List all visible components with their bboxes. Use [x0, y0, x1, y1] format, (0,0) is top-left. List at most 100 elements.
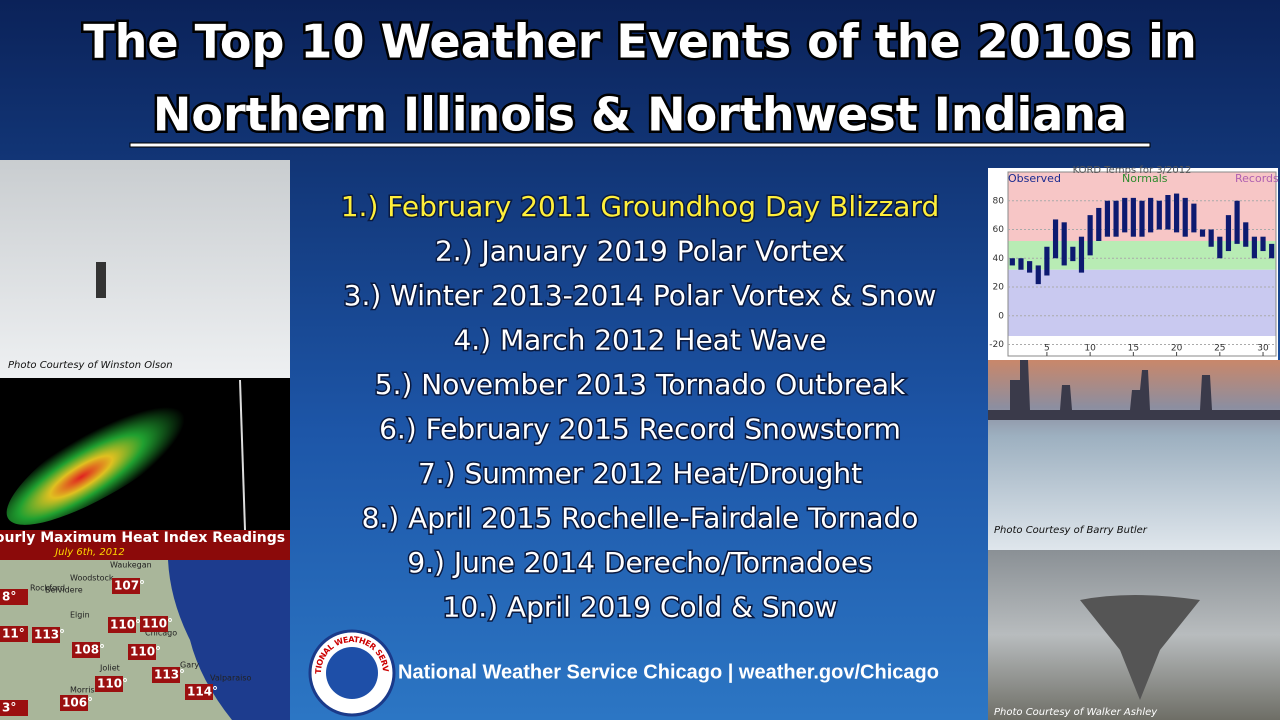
reading: 11°	[2, 627, 25, 641]
event-item: 1.) February 2011 Groundhog Day Blizzard	[341, 190, 940, 223]
observed-bar	[1156, 200, 1162, 230]
observed-bar	[1269, 243, 1275, 259]
observed-bar	[1243, 222, 1249, 247]
y-tick-label: 0	[998, 311, 1004, 321]
reading-box	[140, 616, 168, 632]
heat-map-header	[0, 530, 290, 560]
reading: 110°	[110, 618, 141, 632]
legend-entry: Observed	[1008, 172, 1061, 185]
observed-bar	[1113, 200, 1119, 237]
reading-box	[185, 684, 213, 700]
observed-bar	[1260, 236, 1266, 252]
reading: 110°	[130, 645, 161, 659]
x-tick-label: 5	[1044, 344, 1050, 354]
reading-box	[72, 642, 100, 658]
title-line-2: Northern Illinois & Northwest Indiana	[153, 88, 1127, 142]
lake-michigan	[168, 560, 290, 720]
reading-box	[0, 589, 28, 605]
observed-bar	[1173, 193, 1180, 233]
city-label: Elgin	[70, 611, 90, 620]
city-label: Morris	[70, 686, 95, 695]
tornado-funnel	[1080, 595, 1200, 700]
observed-bar	[1217, 236, 1223, 259]
city-label: Joliet	[99, 664, 120, 673]
event-item: 5.) November 2013 Tornado Outbreak	[375, 368, 906, 401]
city-label: Chicago	[145, 629, 177, 638]
snow-photo	[0, 160, 290, 378]
event-item: 2.) January 2019 Polar Vortex	[435, 235, 845, 268]
reading-box	[112, 578, 140, 594]
observed-bar	[1191, 203, 1197, 233]
event-item: 3.) Winter 2013-2014 Polar Vortex & Snow	[344, 279, 937, 312]
event-item: 9.) June 2014 Derecho/Tornadoes	[407, 546, 872, 579]
footer-text: National Weather Service Chicago | weath…	[398, 661, 939, 683]
y-tick-label: 80	[993, 196, 1005, 206]
reading: 3°	[2, 701, 16, 715]
observed-bar	[1182, 197, 1188, 237]
nws-logo-inner	[326, 647, 378, 699]
event-item: 8.) April 2015 Rochelle-Fairdale Tornado	[362, 502, 919, 535]
observed-bar	[1234, 200, 1240, 244]
event-item: 7.) Summer 2012 Heat/Drought	[418, 457, 862, 490]
skyline-credit: Photo Courtesy of Barry Butler	[994, 525, 1148, 536]
observed-bar	[1104, 200, 1111, 237]
reading-box	[95, 676, 123, 692]
city-label: Valparaiso	[210, 674, 252, 683]
reading-box	[32, 627, 60, 643]
observed-bar	[1061, 222, 1067, 266]
walker	[96, 262, 106, 298]
reading: 106°	[62, 696, 93, 710]
observed-bar	[1018, 258, 1024, 270]
heat-map-date: July 6th, 2012	[53, 547, 125, 558]
y-tick-label: -20	[989, 340, 1004, 350]
tornado-credit: Photo Courtesy of Walker Ashley	[994, 707, 1158, 718]
records-low-band	[1008, 269, 1276, 336]
reading: 113°	[154, 668, 185, 682]
legend-entry: Normals	[1122, 172, 1168, 185]
observed-bar	[1027, 261, 1033, 273]
observed-bar	[1165, 195, 1171, 230]
observed-bar	[1225, 215, 1232, 252]
city-label: Waukegan	[110, 561, 152, 570]
observed-bar	[1009, 258, 1015, 266]
y-tick-label: 40	[993, 254, 1005, 264]
event-item: 6.) February 2015 Record Snowstorm	[379, 413, 901, 446]
reading: 110°	[97, 677, 128, 691]
observed-bar	[1199, 229, 1206, 237]
skyline-photo	[988, 360, 1280, 550]
city-label: Rockford	[30, 584, 65, 593]
temps-chart-marks: 80 60 40 20 0 -20 5 10 15 20 25 30 KORD Temps for 3/…	[989, 165, 1279, 357]
observed-bar	[1122, 197, 1128, 233]
reading: 108°	[74, 643, 105, 657]
chart-title: KORD Temps for 3/2012	[1073, 165, 1192, 176]
observed-bar	[1070, 246, 1076, 262]
observed-bar	[1148, 197, 1154, 233]
observed-bar	[1096, 207, 1102, 241]
reading: 114°	[187, 685, 218, 699]
y-tick-label: 60	[993, 225, 1005, 235]
reading-box	[128, 644, 156, 660]
x-tick-label: 20	[1171, 344, 1183, 354]
observed-bar	[1052, 219, 1059, 259]
skyline	[988, 360, 1280, 420]
observed-bar	[1044, 246, 1050, 276]
reading: 110°	[142, 617, 173, 631]
reading-box	[152, 667, 180, 683]
plot-frame	[1007, 171, 1277, 357]
radar-line	[239, 379, 246, 531]
observed-bar	[1139, 200, 1145, 237]
city-label: Gary	[180, 661, 199, 670]
observed-bar	[1208, 229, 1214, 247]
y-tick-label: 20	[993, 283, 1005, 293]
observed-bar	[1035, 265, 1041, 285]
reading: 8°	[2, 590, 16, 604]
reading: 113°	[34, 628, 65, 642]
title-underline	[129, 142, 1151, 148]
event-item: 10.) April 2019 Cold & Snow	[443, 591, 838, 624]
x-tick-label: 30	[1257, 344, 1269, 354]
x-tick-label: 25	[1214, 344, 1225, 354]
x-tick-label: 10	[1084, 344, 1096, 354]
observed-bar	[1130, 197, 1136, 237]
observed-bar	[1087, 215, 1093, 256]
